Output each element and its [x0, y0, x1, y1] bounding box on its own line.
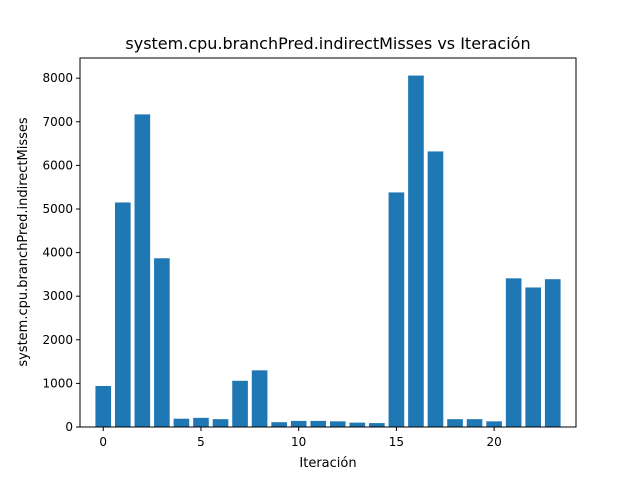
bar-15 — [388, 192, 405, 427]
bar-3 — [154, 258, 170, 427]
y-tick-label: 8000 — [42, 71, 73, 85]
bar-0 — [95, 386, 112, 427]
x-tick-label: 15 — [389, 435, 404, 449]
y-axis: 0 1000 2000 3000 4000 5000 6000 7000 8000 — [42, 71, 80, 434]
bar-20 — [486, 421, 502, 427]
bars-group — [95, 75, 561, 428]
bar-12 — [329, 421, 346, 427]
bar-17 — [427, 151, 444, 427]
bar-8 — [251, 370, 268, 427]
bar-1 — [114, 202, 131, 427]
bar-5 — [193, 417, 209, 427]
bar-11 — [310, 420, 327, 427]
y-tick-label: 3000 — [42, 289, 73, 303]
y-tick-label: 5000 — [42, 202, 73, 216]
x-axis-label: Iteración — [299, 456, 356, 471]
bar-14 — [369, 423, 385, 427]
bar-23 — [544, 279, 561, 427]
y-axis-label: system.cpu.branchPred.indirectMisses — [16, 117, 31, 367]
y-tick-label: 1000 — [42, 376, 73, 390]
chart-title: system.cpu.branchPred.indirectMisses vs … — [125, 34, 530, 53]
bar-21 — [505, 278, 522, 427]
bar-13 — [349, 422, 366, 427]
y-tick-label: 6000 — [42, 158, 73, 172]
y-tick-label: 2000 — [42, 333, 73, 347]
plot-frame — [79, 57, 577, 428]
bar-18 — [447, 419, 463, 427]
bar-6 — [212, 419, 229, 427]
bar-4 — [173, 418, 190, 427]
y-tick-label: 4000 — [42, 246, 73, 260]
bar-22 — [525, 287, 542, 427]
bar-7 — [232, 380, 248, 427]
x-axis: 0 5 10 15 20 — [99, 427, 502, 449]
x-tick-label: 10 — [291, 435, 306, 449]
bar-9 — [271, 422, 287, 427]
bar-16 — [408, 75, 424, 428]
bar-10 — [290, 420, 307, 427]
y-tick-label: 0 — [65, 420, 73, 434]
y-tick-label: 7000 — [42, 115, 73, 129]
x-tick-label: 5 — [197, 435, 205, 449]
bar-19 — [466, 419, 483, 427]
x-tick-label: 0 — [99, 435, 107, 449]
x-tick-label: 20 — [486, 435, 501, 449]
bar-2 — [134, 114, 151, 427]
